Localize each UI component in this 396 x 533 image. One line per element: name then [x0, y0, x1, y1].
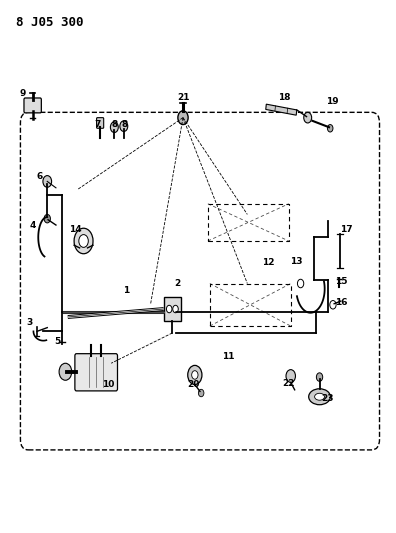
FancyBboxPatch shape: [75, 354, 118, 391]
Text: 23: 23: [321, 394, 334, 403]
Text: 17: 17: [340, 225, 352, 234]
FancyBboxPatch shape: [24, 98, 41, 113]
Circle shape: [44, 214, 50, 223]
Text: 8: 8: [111, 119, 118, 128]
Circle shape: [316, 373, 323, 381]
Text: 20: 20: [187, 380, 200, 389]
Circle shape: [79, 235, 88, 247]
Circle shape: [192, 370, 198, 379]
Circle shape: [327, 125, 333, 132]
Ellipse shape: [314, 393, 324, 400]
Text: 14: 14: [69, 225, 81, 234]
Text: 12: 12: [262, 258, 274, 266]
FancyBboxPatch shape: [97, 118, 104, 128]
Circle shape: [43, 175, 51, 187]
Polygon shape: [266, 104, 297, 115]
Text: 6: 6: [36, 172, 42, 181]
Bar: [164, 297, 181, 321]
Text: 22: 22: [282, 379, 295, 388]
Text: 1: 1: [123, 286, 129, 295]
Text: 7: 7: [94, 119, 101, 128]
Text: 10: 10: [102, 380, 114, 389]
Text: 2: 2: [174, 279, 181, 288]
Circle shape: [178, 111, 188, 125]
Circle shape: [59, 364, 72, 380]
Text: 9: 9: [19, 89, 26, 98]
Text: 4: 4: [30, 221, 36, 230]
Circle shape: [188, 366, 202, 384]
Text: 15: 15: [335, 277, 347, 286]
Text: 5: 5: [54, 337, 60, 346]
Circle shape: [304, 112, 312, 123]
Circle shape: [330, 301, 336, 309]
Text: 11: 11: [223, 352, 235, 361]
Circle shape: [297, 279, 304, 288]
Circle shape: [166, 305, 172, 313]
Text: 3: 3: [26, 318, 32, 327]
Text: 18: 18: [278, 93, 290, 102]
Circle shape: [110, 122, 118, 133]
Circle shape: [120, 121, 128, 132]
Text: 21: 21: [177, 93, 189, 102]
Circle shape: [74, 228, 93, 254]
Text: 8: 8: [121, 119, 128, 128]
Circle shape: [173, 305, 178, 313]
Text: 8 J05 300: 8 J05 300: [17, 15, 84, 29]
Circle shape: [286, 369, 295, 382]
Text: 16: 16: [335, 298, 347, 307]
Text: 19: 19: [326, 97, 339, 106]
Circle shape: [198, 389, 204, 397]
Ellipse shape: [309, 389, 330, 405]
Text: 13: 13: [289, 257, 302, 265]
